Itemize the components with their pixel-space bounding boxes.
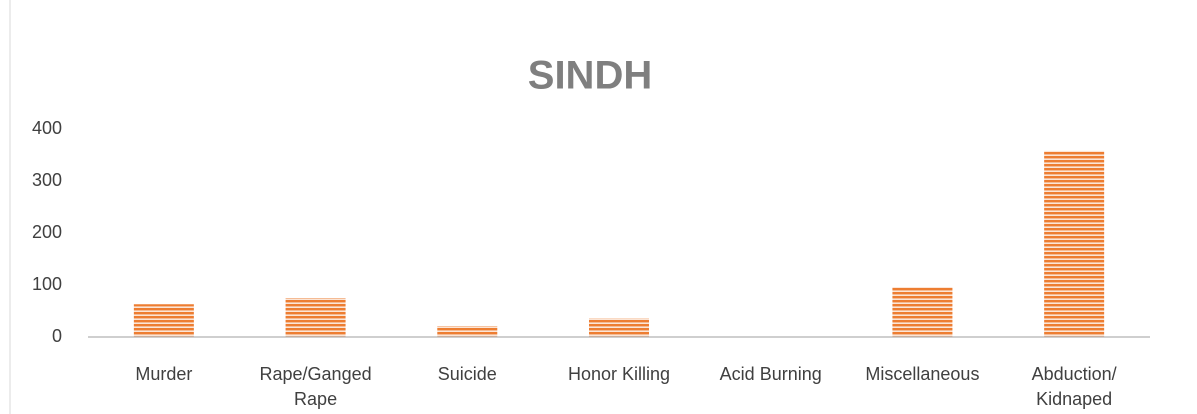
bar — [1044, 150, 1105, 337]
x-tick-label: Acid Burning — [719, 364, 822, 384]
x-tick-label: Suicide — [437, 364, 497, 384]
x-tick-label: Miscellaneous — [865, 364, 980, 384]
y-tick-label: 400 — [32, 118, 62, 138]
bar — [892, 287, 953, 337]
bar — [437, 326, 498, 337]
x-tick-label: Murder — [135, 364, 193, 384]
y-tick-label: 0 — [52, 326, 62, 346]
x-tick-label: Rape/Ganged Rape — [259, 364, 372, 409]
chart-title: SINDH — [528, 54, 652, 98]
bar — [285, 298, 346, 337]
x-tick-label: Honor Killing — [567, 364, 671, 384]
x-tick-label: Abduction/ Kidnaped — [1031, 364, 1117, 409]
bar — [589, 318, 649, 337]
y-tick-label: 200 — [32, 222, 62, 242]
y-tick-label: 300 — [32, 170, 62, 190]
bar — [133, 304, 194, 337]
y-tick-label: 100 — [32, 274, 62, 294]
